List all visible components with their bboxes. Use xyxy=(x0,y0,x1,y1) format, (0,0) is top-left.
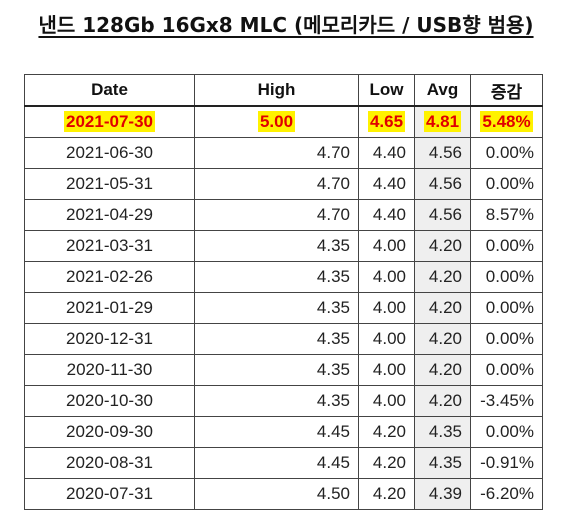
cell-change: 0.00% xyxy=(470,230,543,262)
highlight-date: 2021-07-30 xyxy=(64,111,155,132)
cell-change: 5.48% xyxy=(470,105,543,138)
table-row: 2021-06-30 4.70 4.40 4.56 0.00% xyxy=(24,137,543,169)
header-date: Date xyxy=(24,74,195,107)
cell-high: 5.00 xyxy=(194,105,359,138)
table-row: 2020-07-31 4.50 4.20 4.39 -6.20% xyxy=(24,478,543,510)
cell-date: 2020-07-31 xyxy=(24,478,195,510)
cell-low: 4.00 xyxy=(358,261,415,293)
highlight-low: 4.65 xyxy=(367,111,406,132)
cell-change: 0.00% xyxy=(470,261,543,293)
cell-avg: 4.56 xyxy=(414,168,471,200)
cell-high: 4.35 xyxy=(194,385,359,417)
cell-high: 4.45 xyxy=(194,416,359,448)
header-low: Low xyxy=(358,74,415,107)
cell-avg: 4.20 xyxy=(414,385,471,417)
cell-date: 2021-03-31 xyxy=(24,230,195,262)
cell-avg: 4.56 xyxy=(414,199,471,231)
table-row: 2020-10-30 4.35 4.00 4.20 -3.45% xyxy=(24,385,543,417)
cell-avg: 4.20 xyxy=(414,354,471,386)
header-high: High xyxy=(194,74,359,107)
cell-low: 4.40 xyxy=(358,137,415,169)
cell-high: 4.35 xyxy=(194,323,359,355)
price-table: Date High Low Avg 증감 2021-07-30 5.00 4.6… xyxy=(24,74,543,510)
cell-low: 4.40 xyxy=(358,168,415,200)
cell-change: 8.57% xyxy=(470,199,543,231)
cell-high: 4.70 xyxy=(194,199,359,231)
cell-change: 0.00% xyxy=(470,168,543,200)
cell-avg: 4.81 xyxy=(414,105,471,138)
cell-change: -3.45% xyxy=(470,385,543,417)
cell-date: 2021-06-30 xyxy=(24,137,195,169)
cell-low: 4.65 xyxy=(358,105,415,138)
cell-low: 4.20 xyxy=(358,478,415,510)
table-row: 2021-03-31 4.35 4.00 4.20 0.00% xyxy=(24,230,543,262)
table-row: 2021-04-29 4.70 4.40 4.56 8.57% xyxy=(24,199,543,231)
cell-date: 2020-10-30 xyxy=(24,385,195,417)
cell-date: 2020-08-31 xyxy=(24,447,195,479)
cell-low: 4.00 xyxy=(358,323,415,355)
highlighted-row: 2021-07-30 5.00 4.65 4.81 5.48% xyxy=(24,105,543,138)
cell-low: 4.00 xyxy=(358,230,415,262)
highlight-avg: 4.81 xyxy=(423,111,462,132)
table-row: 2021-02-26 4.35 4.00 4.20 0.00% xyxy=(24,261,543,293)
cell-high: 4.70 xyxy=(194,168,359,200)
cell-date: 2021-04-29 xyxy=(24,199,195,231)
cell-avg: 4.20 xyxy=(414,292,471,324)
table-row: 2021-05-31 4.70 4.40 4.56 0.00% xyxy=(24,168,543,200)
highlight-high: 5.00 xyxy=(257,111,296,132)
table-row: 2020-11-30 4.35 4.00 4.20 0.00% xyxy=(24,354,543,386)
cell-avg: 4.35 xyxy=(414,447,471,479)
cell-low: 4.20 xyxy=(358,447,415,479)
cell-date: 2020-11-30 xyxy=(24,354,195,386)
cell-avg: 4.20 xyxy=(414,230,471,262)
cell-avg: 4.56 xyxy=(414,137,471,169)
cell-low: 4.20 xyxy=(358,416,415,448)
cell-low: 4.40 xyxy=(358,199,415,231)
cell-date: 2020-09-30 xyxy=(24,416,195,448)
cell-change: 0.00% xyxy=(470,354,543,386)
cell-change: 0.00% xyxy=(470,292,543,324)
cell-date: 2021-05-31 xyxy=(24,168,195,200)
cell-high: 4.70 xyxy=(194,137,359,169)
cell-low: 4.00 xyxy=(358,292,415,324)
cell-change: 0.00% xyxy=(470,137,543,169)
cell-high: 4.35 xyxy=(194,354,359,386)
table-row: 2021-01-29 4.35 4.00 4.20 0.00% xyxy=(24,292,543,324)
cell-low: 4.00 xyxy=(358,385,415,417)
cell-change: -6.20% xyxy=(470,478,543,510)
cell-avg: 4.20 xyxy=(414,323,471,355)
page-title: 낸드 128Gb 16Gx8 MLC (메모리카드 / USB향 범용) xyxy=(38,13,534,37)
table-row: 2020-12-31 4.35 4.00 4.20 0.00% xyxy=(24,323,543,355)
cell-date: 2021-02-26 xyxy=(24,261,195,293)
cell-avg: 4.35 xyxy=(414,416,471,448)
cell-high: 4.50 xyxy=(194,478,359,510)
cell-date: 2021-01-29 xyxy=(24,292,195,324)
cell-avg: 4.39 xyxy=(414,478,471,510)
cell-high: 4.35 xyxy=(194,261,359,293)
cell-high: 4.35 xyxy=(194,292,359,324)
cell-change: -0.91% xyxy=(470,447,543,479)
table-row: 2020-09-30 4.45 4.20 4.35 0.00% xyxy=(24,416,543,448)
cell-date: 2020-12-31 xyxy=(24,323,195,355)
header-row: Date High Low Avg 증감 xyxy=(24,74,543,107)
header-change: 증감 xyxy=(470,74,543,107)
header-avg: Avg xyxy=(414,74,471,107)
cell-avg: 4.20 xyxy=(414,261,471,293)
cell-low: 4.00 xyxy=(358,354,415,386)
cell-date: 2021-07-30 xyxy=(24,105,195,138)
highlight-change: 5.48% xyxy=(480,111,533,132)
table-row: 2020-08-31 4.45 4.20 4.35 -0.91% xyxy=(24,447,543,479)
cell-change: 0.00% xyxy=(470,416,543,448)
cell-high: 4.45 xyxy=(194,447,359,479)
cell-change: 0.00% xyxy=(470,323,543,355)
cell-high: 4.35 xyxy=(194,230,359,262)
